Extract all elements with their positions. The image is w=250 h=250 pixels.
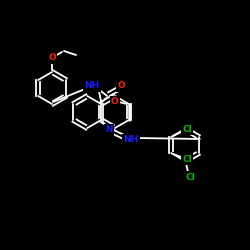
Text: N: N <box>105 126 113 134</box>
Text: O: O <box>111 98 119 106</box>
Text: O: O <box>117 82 125 90</box>
Text: NH: NH <box>124 136 139 144</box>
Text: Cl: Cl <box>182 124 192 134</box>
Text: O: O <box>48 54 56 62</box>
Text: Cl: Cl <box>182 154 192 164</box>
Text: NH: NH <box>84 82 100 90</box>
Text: Cl: Cl <box>185 172 195 182</box>
